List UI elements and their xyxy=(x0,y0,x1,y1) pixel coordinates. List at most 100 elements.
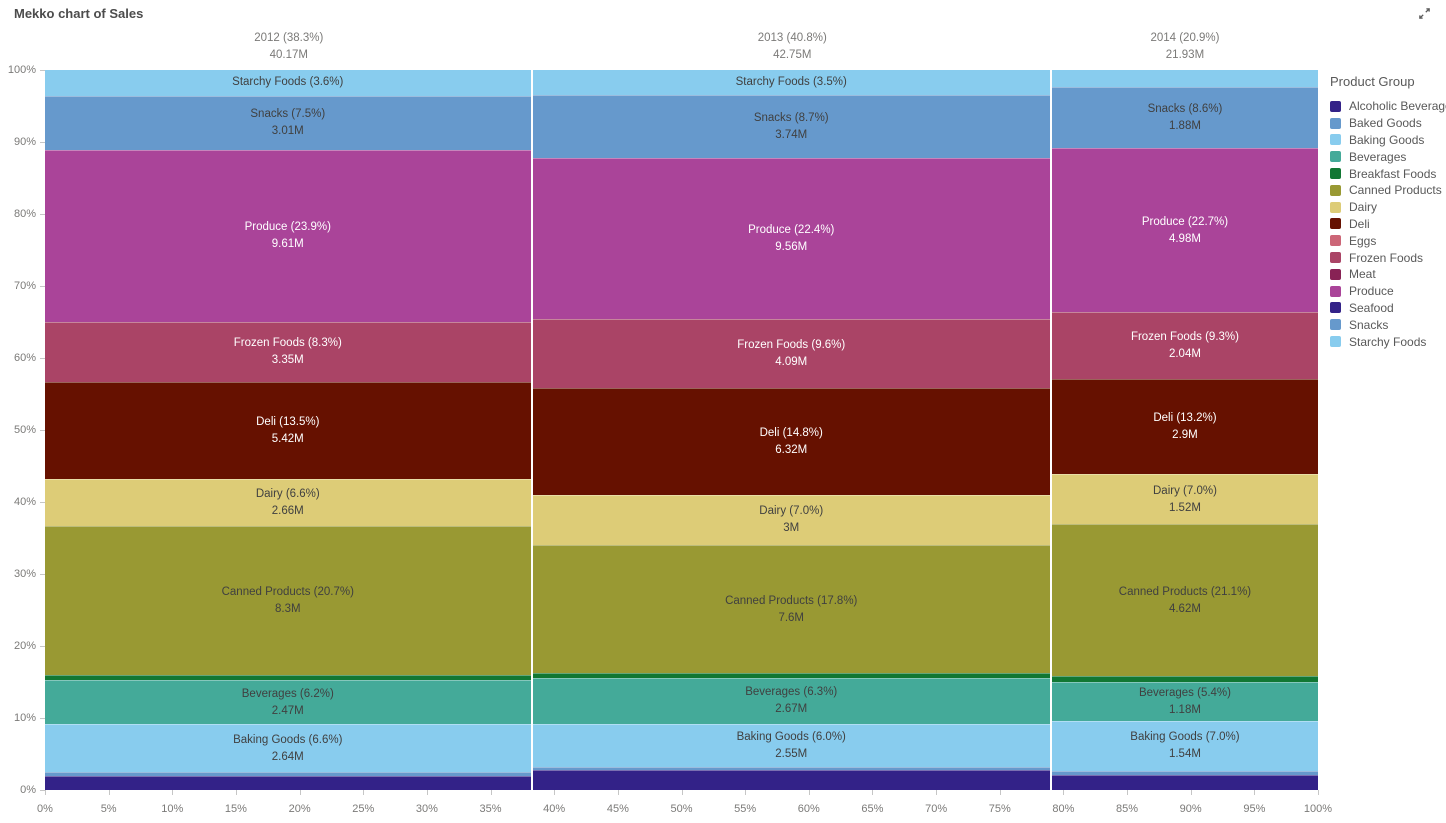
legend-item-meat[interactable]: Meat xyxy=(1330,266,1442,283)
mekko-segment-breakfast-foods[interactable] xyxy=(532,673,1050,679)
mekko-segment-produce[interactable]: Produce (23.9%) 9.61M xyxy=(45,149,531,322)
legend-item-dairy[interactable]: Dairy xyxy=(1330,199,1442,216)
segment-value: 4.09M xyxy=(775,356,808,369)
y-axis-tick-mark xyxy=(40,573,45,575)
segment-value: 2.9M xyxy=(1172,428,1198,441)
segment-label: Canned Products (17.8%) xyxy=(725,594,858,607)
column-header-2012-38-3-: 2012 (38.3%) 40.17M xyxy=(254,30,323,64)
column-headers: 2012 (38.3%) 40.17M 2013 (40.8%) 42.75M 2014… xyxy=(45,30,1318,70)
mekko-segment-dairy[interactable]: Dairy (7.0%) 1.52M xyxy=(1051,473,1318,525)
y-axis-tick-label: 20% xyxy=(13,640,36,652)
segment-value: 9.61M xyxy=(271,238,304,251)
legend-item-label: Baked Goods xyxy=(1349,116,1422,131)
mekko-segment-deli[interactable]: Deli (13.2%) 2.9M xyxy=(1051,378,1318,474)
legend-item-label: Canned Products xyxy=(1349,183,1442,198)
mekko-segment-alcoholic-beverages[interactable] xyxy=(1051,774,1318,790)
mekko-segment-frozen-foods[interactable]: Frozen Foods (8.3%) 3.35M xyxy=(45,321,531,382)
legend-item-baked-goods[interactable]: Baked Goods xyxy=(1330,115,1442,132)
mekko-segment-breakfast-foods[interactable] xyxy=(1051,676,1318,682)
mekko-segment-dairy[interactable]: Dairy (7.0%) 3M xyxy=(532,494,1050,546)
mekko-segment-produce[interactable]: Produce (22.4%) 9.56M xyxy=(532,157,1050,320)
legend-item-seafood[interactable]: Seafood xyxy=(1330,300,1442,317)
mekko-segment-beverages[interactable]: Beverages (6.2%) 2.47M xyxy=(45,679,531,725)
legend-item-label: Starchy Foods xyxy=(1349,334,1427,349)
legend-item-eggs[interactable]: Eggs xyxy=(1330,232,1442,249)
column-header-label: 2013 (40.8%) xyxy=(757,32,827,44)
x-axis-tick-mark xyxy=(1190,790,1192,795)
mekko-segment-baked-goods[interactable] xyxy=(532,766,1050,771)
y-axis-tick-mark xyxy=(40,141,45,143)
fullscreen-expand-button[interactable] xyxy=(1416,8,1432,24)
x-axis-tick-mark xyxy=(872,790,874,795)
legend-swatch-icon xyxy=(1330,285,1341,297)
legend-item-canned-products[interactable]: Canned Products xyxy=(1330,182,1442,199)
segment-label: Dairy (6.6%) xyxy=(255,488,320,501)
mekko-segment-deli[interactable]: Deli (14.8%) 6.32M xyxy=(532,388,1050,495)
mekko-segment-breakfast-foods[interactable] xyxy=(45,675,531,680)
mekko-segment-alcoholic-beverages[interactable] xyxy=(45,775,531,790)
mekko-segment-dairy[interactable]: Dairy (6.6%) 2.66M xyxy=(45,478,531,527)
legend-item-deli[interactable]: Deli xyxy=(1330,216,1442,233)
plot-area: Starchy Foods (3.6%) Snacks (7.5%) 3.01M Pr… xyxy=(45,70,1318,790)
legend-item-label: Alcoholic Beverages xyxy=(1349,99,1446,114)
mekko-segment-snacks[interactable]: Snacks (8.7%) 3.74M xyxy=(532,95,1050,158)
legend-title: Product Group xyxy=(1330,74,1415,89)
legend-item-snacks[interactable]: Snacks xyxy=(1330,316,1442,333)
mekko-segment-beverages[interactable]: Beverages (6.3%) 2.67M xyxy=(532,678,1050,724)
legend-item-label: Eggs xyxy=(1349,233,1377,248)
mekko-segment-starchy-foods[interactable] xyxy=(1051,70,1318,87)
segment-value: 1.88M xyxy=(1168,120,1201,132)
legend-item-beverages[interactable]: Beverages xyxy=(1330,148,1442,165)
mekko-segment-alcoholic-beverages[interactable] xyxy=(532,770,1050,790)
y-axis-tick-label: 0% xyxy=(20,784,36,796)
legend-item-baking-goods[interactable]: Baking Goods xyxy=(1330,132,1442,149)
x-axis: 0% 5% 10% 15% 20% 25% 30% 35% 40% 45% 50% 55% 60% 65%… xyxy=(37,790,1332,822)
mekko-segment-canned-products[interactable]: Canned Products (21.1%) 4.62M xyxy=(1051,524,1318,677)
mekko-segment-deli[interactable]: Deli (13.5%) 5.42M xyxy=(45,381,531,479)
legend-item-alcoholic-beverages[interactable]: Alcoholic Beverages xyxy=(1330,98,1446,115)
legend-swatch-icon xyxy=(1330,168,1341,180)
mekko-segment-frozen-foods[interactable]: Frozen Foods (9.6%) 4.09M xyxy=(532,319,1050,389)
mekko-segment-produce[interactable]: Produce (22.7%) 4.98M xyxy=(1051,148,1318,312)
mekko-segment-baking-goods[interactable]: Baking Goods (6.6%) 2.64M xyxy=(45,724,531,772)
mekko-segment-canned-products[interactable]: Canned Products (17.8%) 7.6M xyxy=(532,545,1050,674)
mekko-segment-snacks[interactable]: Snacks (7.5%) 3.01M xyxy=(45,95,531,150)
mekko-segment-frozen-foods[interactable]: Frozen Foods (9.3%) 2.04M xyxy=(1051,311,1318,379)
legend-item-frozen-foods[interactable]: Frozen Foods xyxy=(1330,249,1442,266)
legend-item-label: Frozen Foods xyxy=(1349,250,1424,265)
expand-arrows-icon xyxy=(1418,7,1431,25)
x-axis-tick-mark xyxy=(108,790,110,795)
x-axis-tick-label: 25% xyxy=(352,803,375,815)
y-axis-tick-label: 60% xyxy=(13,352,36,364)
mekko-segment-starchy-foods[interactable]: Starchy Foods (3.5%) xyxy=(532,70,1050,96)
segment-value: 4.98M xyxy=(1168,232,1201,245)
segment-value: 5.42M xyxy=(271,432,304,445)
segment-label: Snacks (8.7%) xyxy=(753,112,829,124)
x-axis-tick-mark xyxy=(617,790,619,795)
mekko-segment-canned-products[interactable]: Canned Products (20.7%) 8.3M xyxy=(45,526,531,676)
mekko-segment-snacks[interactable]: Snacks (8.6%) 1.88M xyxy=(1051,86,1318,149)
legend-item-breakfast-foods[interactable]: Breakfast Foods xyxy=(1330,165,1442,182)
legend-swatch-icon xyxy=(1330,302,1341,314)
mekko-segment-starchy-foods[interactable]: Starchy Foods (3.6%) xyxy=(45,70,531,96)
legend-item-label: Seafood xyxy=(1349,300,1394,315)
x-axis-tick-mark xyxy=(1063,790,1065,795)
mekko-segment-baking-goods[interactable]: Baking Goods (7.0%) 1.54M xyxy=(1051,720,1318,772)
segment-value: 2.47M xyxy=(271,704,304,717)
mekko-segment-baked-goods[interactable] xyxy=(1051,771,1318,775)
x-axis-tick-mark xyxy=(745,790,747,795)
column-header-2013-40-8-: 2013 (40.8%) 42.75M xyxy=(758,30,827,64)
segment-value: 1.18M xyxy=(1168,703,1201,716)
x-axis-tick-label: 95% xyxy=(1243,803,1266,815)
mekko-segment-beverages[interactable]: Beverages (5.4%) 1.18M xyxy=(1051,681,1318,721)
legend: Product Group Alcoholic Beverages Baked G… xyxy=(1330,74,1446,350)
legend-item-starchy-foods[interactable]: Starchy Foods xyxy=(1330,333,1442,350)
segment-value: 6.32M xyxy=(775,443,808,456)
legend-swatch-icon xyxy=(1330,134,1341,146)
y-axis-tick-label: 100% xyxy=(7,64,36,76)
segment-label: Snacks (7.5%) xyxy=(250,108,326,121)
mekko-segment-baking-goods[interactable]: Baking Goods (6.0%) 2.55M xyxy=(532,723,1050,767)
y-axis-tick-mark xyxy=(40,789,45,791)
legend-item-produce[interactable]: Produce xyxy=(1330,283,1442,300)
mekko-segment-baked-goods[interactable] xyxy=(45,771,531,776)
